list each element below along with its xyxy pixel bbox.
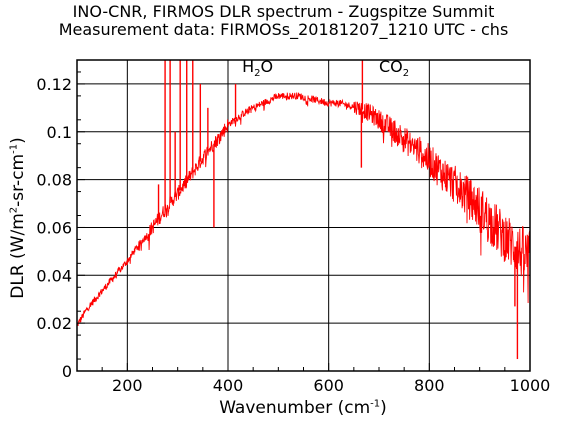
- x-tick-label: 200: [112, 376, 143, 395]
- tick-labels: 200 400 600 800 1000 0 0.02 0.04 0.06 0.08 0.1 0.12: [36, 75, 550, 395]
- y-tick-label: 0.02: [36, 314, 72, 333]
- y-tick-label: 0.06: [36, 218, 72, 237]
- x-axis-label: Wavenumber (cm-1): [219, 398, 387, 418]
- chart-title: INO-CNR, FIRMOS DLR spectrum - Zugspitze…: [72, 2, 495, 21]
- series-layer: [76, 60, 531, 360]
- y-tick-label: 0: [62, 362, 72, 381]
- h2o-annotation: H2O: [242, 57, 274, 80]
- x-tick-label: 800: [414, 376, 445, 395]
- x-tick-label: 1000: [510, 376, 551, 395]
- y-axis-label: DLR (W/m2-sr-cm-1): [8, 137, 28, 299]
- plot-frame: [76, 59, 531, 372]
- x-tick-label: 600: [313, 376, 344, 395]
- chart-subtitle: Measurement data: FIRMOSs_20181207_1210 …: [58, 20, 509, 39]
- y-tick-label: 0.1: [47, 123, 72, 142]
- y-tick-label: 0.08: [36, 171, 72, 190]
- y-tick-label: 0.12: [36, 75, 72, 94]
- x-tick-label: 400: [213, 376, 244, 395]
- spectrum-line: [76, 92, 531, 327]
- y-tick-label: 0.04: [36, 266, 72, 285]
- grid-lines: [77, 60, 530, 371]
- co2-annotation: CO2: [379, 57, 410, 80]
- tick-marks: [76, 71, 531, 372]
